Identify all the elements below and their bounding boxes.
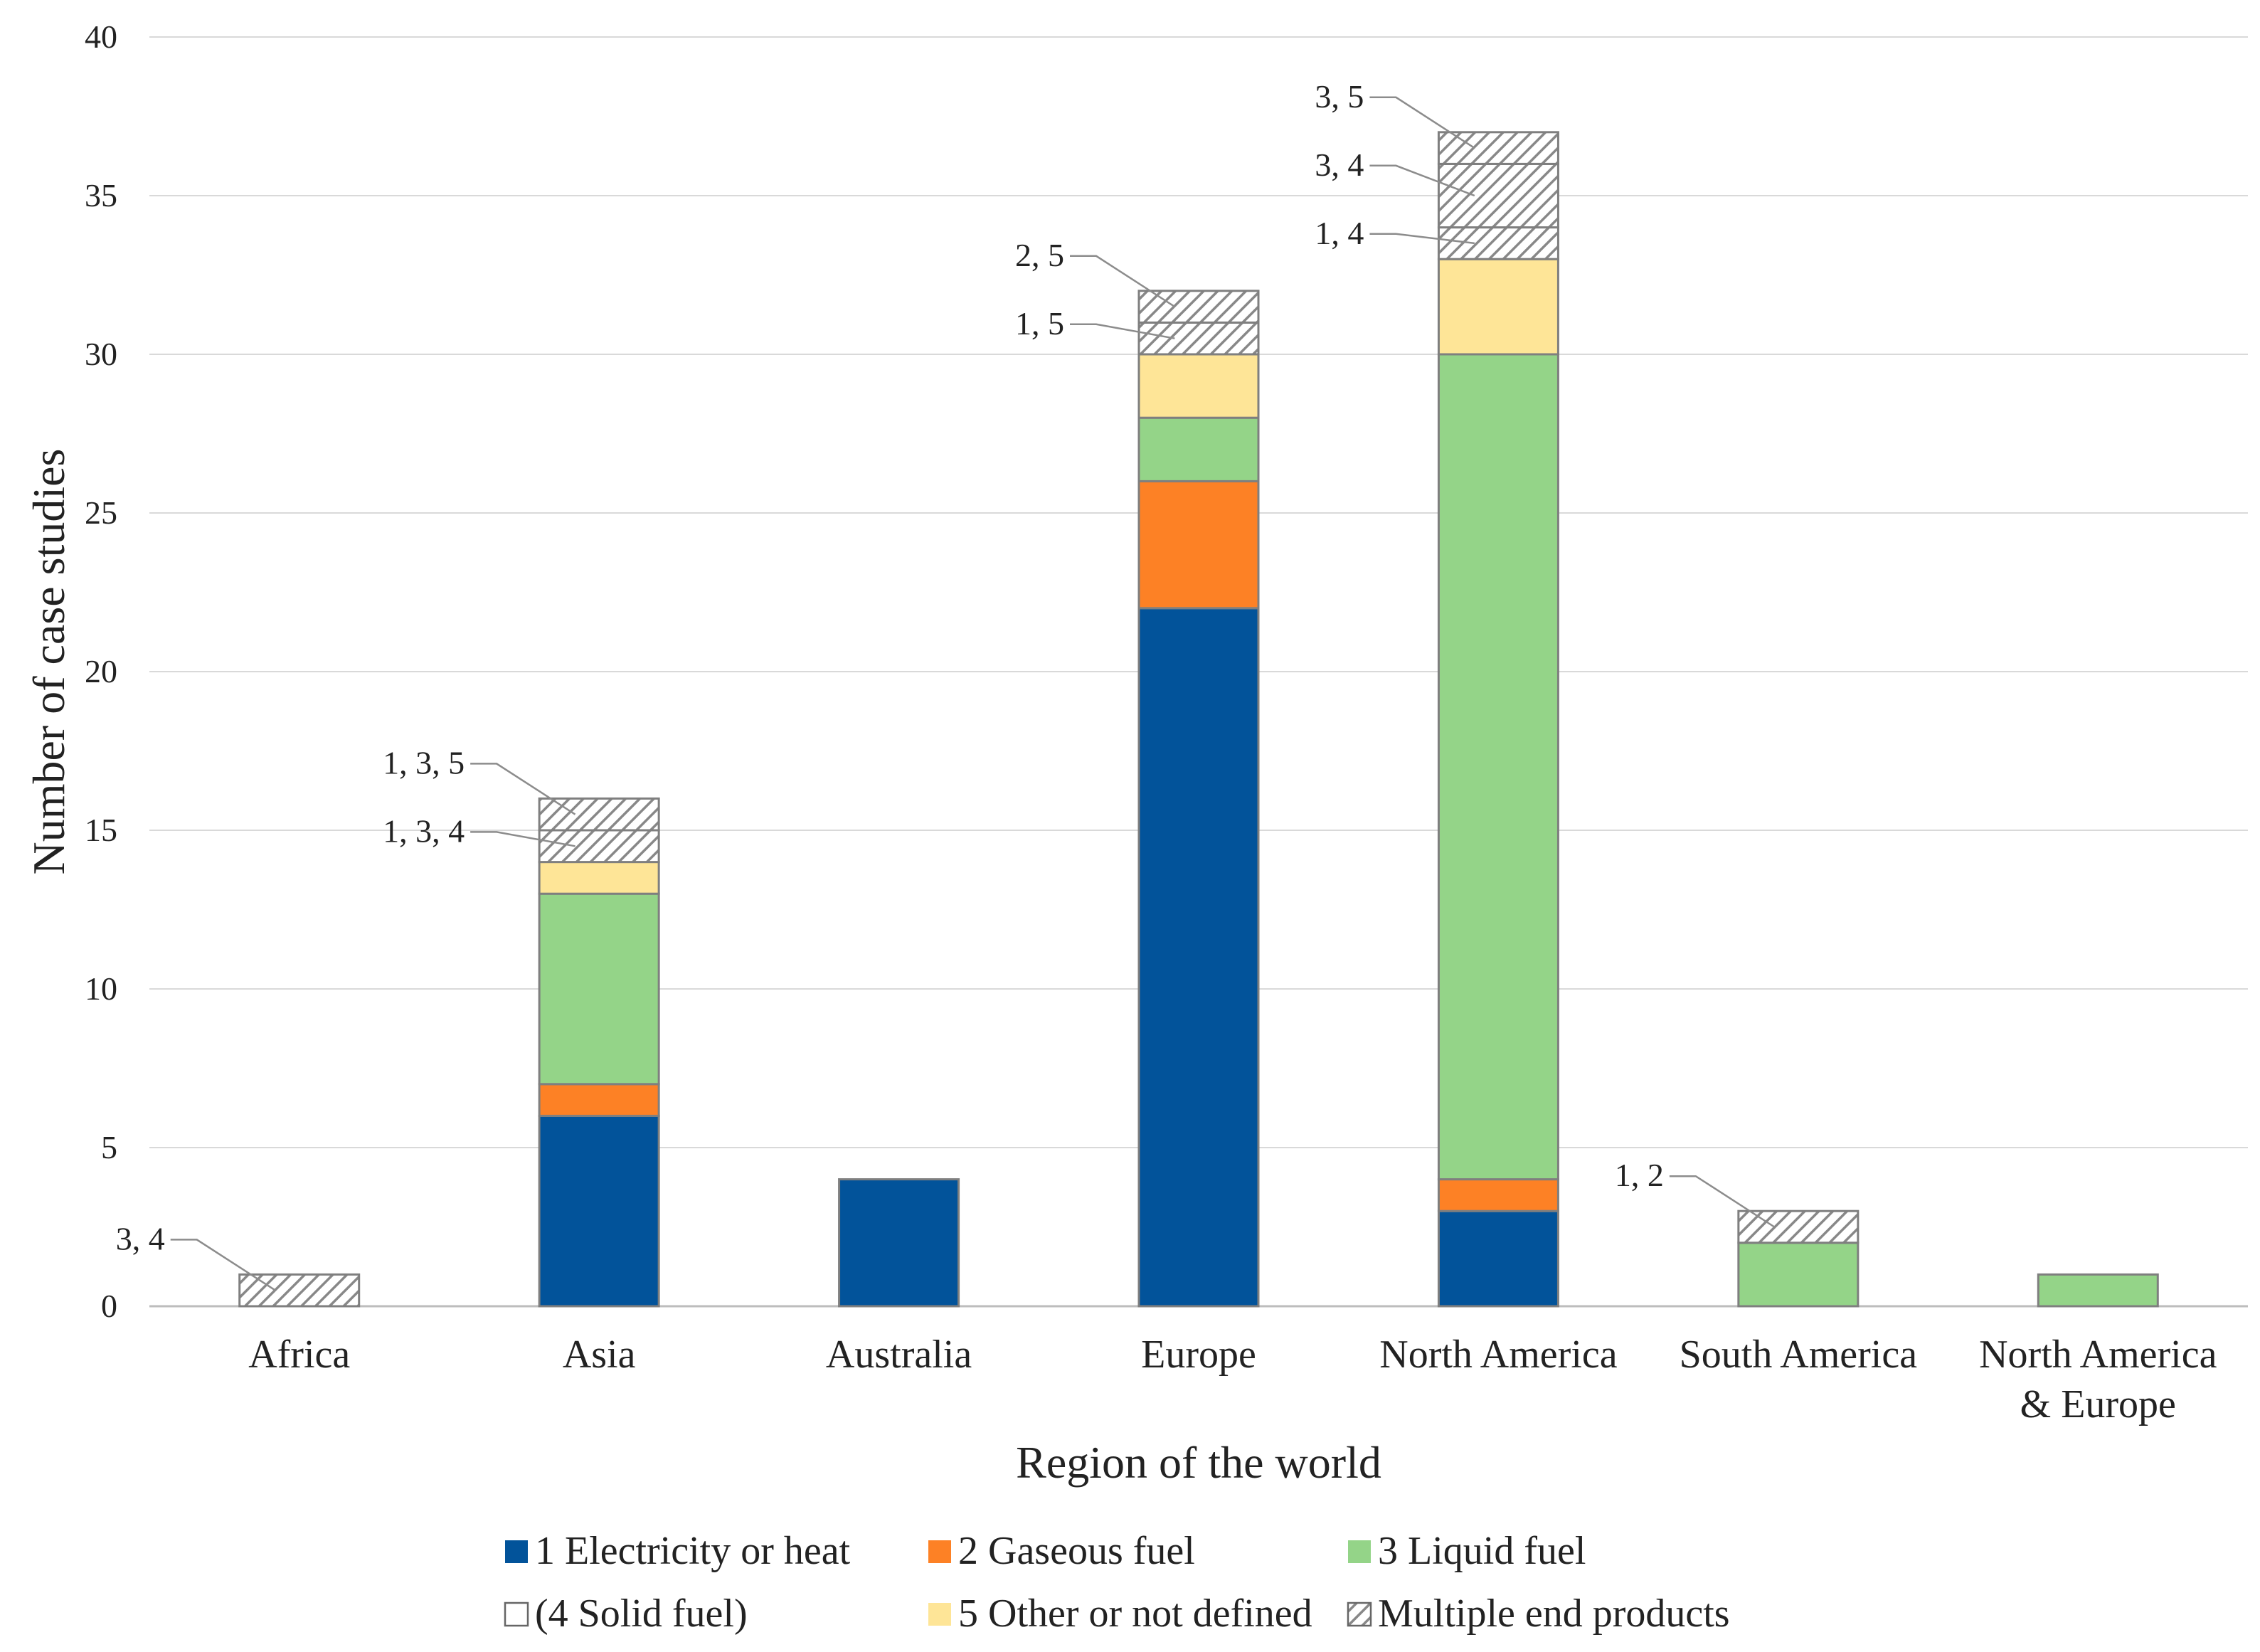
bar-segment-gas bbox=[1437, 1178, 1559, 1212]
annotation-label: 1, 4 bbox=[1315, 215, 1364, 251]
bar-segment-multi bbox=[538, 829, 660, 864]
bar-segment-gas bbox=[1137, 480, 1260, 610]
legend-swatch-gas bbox=[928, 1540, 951, 1563]
annotation-label: 1, 5 bbox=[1015, 305, 1064, 341]
legend-swatch-multi bbox=[1347, 1601, 1372, 1627]
annotation-leader-line bbox=[170, 1239, 276, 1291]
y-tick-label: 0 bbox=[101, 1288, 117, 1324]
bar-segment-liquid bbox=[2037, 1273, 2159, 1308]
bar-segment-gas bbox=[538, 1083, 660, 1117]
bar-segment-liquid bbox=[1437, 353, 1559, 1181]
x-category-label: Africa bbox=[248, 1333, 350, 1377]
bar-segment-liquid bbox=[1737, 1241, 1860, 1308]
bar-segment-other bbox=[538, 861, 660, 895]
y-tick-label: 20 bbox=[85, 653, 117, 689]
y-tick-label: 40 bbox=[85, 18, 117, 55]
annotation-label: 2, 5 bbox=[1015, 237, 1064, 273]
legend-label: 2 Gaseous fuel bbox=[958, 1529, 1195, 1573]
legend-label: Multiple end products bbox=[1378, 1592, 1730, 1636]
y-axis-ticks: 0 5 10 15 20 25 30 35 40 bbox=[85, 18, 117, 1324]
x-category-label: Australia bbox=[826, 1333, 972, 1377]
annotation-label: 1, 2 bbox=[1615, 1157, 1664, 1193]
annotation-label: 1, 3, 5 bbox=[383, 744, 465, 780]
annotation-label: 3, 4 bbox=[116, 1220, 165, 1256]
annotation-leader-line bbox=[470, 763, 576, 815]
annotation-leader-line bbox=[1369, 233, 1475, 245]
bar-segment-liquid bbox=[1137, 416, 1260, 482]
legend-label: (4 Solid fuel) bbox=[535, 1592, 748, 1636]
bar-segment-multi bbox=[1437, 162, 1559, 229]
bar-segment-other bbox=[1437, 258, 1559, 356]
bar-segment-elec bbox=[1137, 607, 1260, 1308]
bar-segment-multi bbox=[1437, 226, 1559, 260]
bar-annotations: 3, 4 1, 3, 5 1, 3, 4 2, 5 1, 5 3, 5 3, 4 1, 4 1,… bbox=[116, 78, 1775, 1291]
bar-segment-other bbox=[1137, 353, 1260, 419]
annotation-leader-line bbox=[1369, 164, 1475, 197]
bar-segment-elec bbox=[838, 1178, 960, 1308]
annotation-leader-line bbox=[470, 831, 575, 847]
legend-swatch-solid bbox=[504, 1601, 529, 1627]
annotation-leader-line bbox=[1669, 1175, 1775, 1228]
legend-label: 1 Electricity or heat bbox=[535, 1529, 851, 1573]
bar-segment-multi bbox=[1137, 321, 1260, 356]
annotation-leader-line bbox=[1070, 255, 1176, 308]
legend-swatch-liquid bbox=[1348, 1540, 1371, 1563]
y-axis-title: Number of case studies bbox=[23, 449, 74, 875]
legend-swatch-elec bbox=[505, 1540, 528, 1563]
annotation-leader-line bbox=[1070, 323, 1175, 339]
legend-label: 5 Other or not defined bbox=[958, 1592, 1312, 1636]
bar-segment-elec bbox=[1437, 1209, 1559, 1308]
annotation-label: 3, 4 bbox=[1315, 147, 1364, 183]
bars bbox=[238, 131, 2159, 1308]
y-tick-label: 30 bbox=[85, 336, 117, 372]
bar-segment-elec bbox=[538, 1114, 660, 1308]
annotation-leader-line bbox=[1369, 96, 1475, 149]
y-tick-label: 35 bbox=[85, 177, 117, 213]
y-tick-label: 25 bbox=[85, 494, 117, 531]
x-category-label: Europe bbox=[1141, 1333, 1256, 1377]
x-category-label: North America & Europe bbox=[1979, 1333, 2217, 1426]
x-category-label: North America bbox=[1379, 1333, 1617, 1377]
x-category-label: Asia bbox=[563, 1333, 636, 1377]
y-tick-label: 5 bbox=[101, 1129, 117, 1165]
y-tick-label: 10 bbox=[85, 970, 117, 1007]
legend: 1 Electricity or heat 2 Gaseous fuel 3 Liq… bbox=[504, 1529, 1730, 1636]
x-axis-categories: Africa Asia Australia Europe North America So… bbox=[248, 1333, 2217, 1426]
y-tick-label: 15 bbox=[85, 812, 117, 848]
annotation-label: 1, 3, 4 bbox=[383, 812, 465, 849]
bar-segment-multi bbox=[1437, 131, 1559, 165]
legend-swatch-other bbox=[928, 1603, 951, 1626]
x-axis-title: Region of the world bbox=[1016, 1437, 1381, 1488]
x-category-label: South America bbox=[1680, 1333, 1918, 1377]
bar-segment-liquid bbox=[538, 892, 660, 1086]
legend-label: 3 Liquid fuel bbox=[1378, 1529, 1586, 1573]
annotation-label: 3, 5 bbox=[1315, 78, 1364, 115]
